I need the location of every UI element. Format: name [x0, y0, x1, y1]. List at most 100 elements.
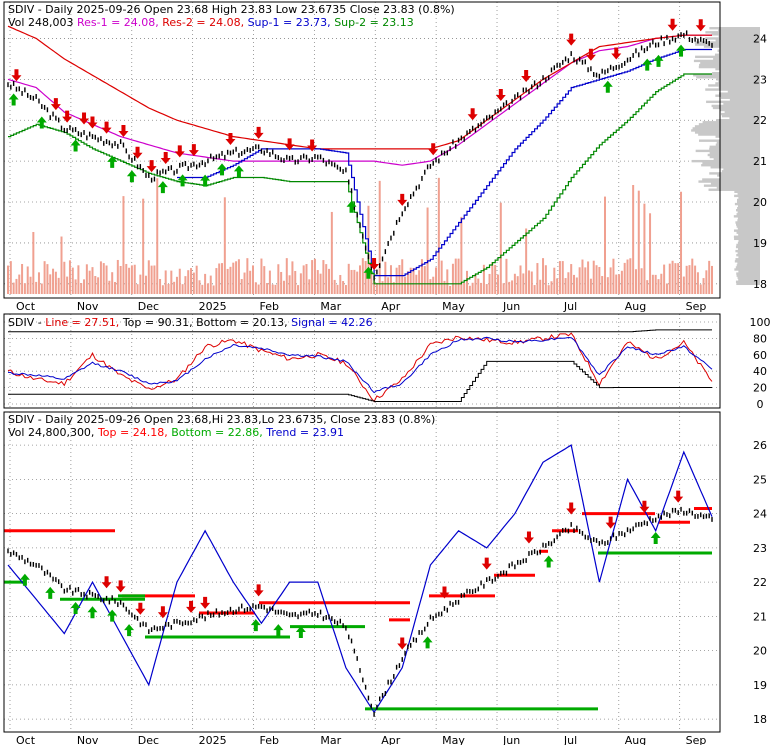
volume-bar — [237, 259, 240, 294]
stoch-axis-tick-label: 0 — [757, 398, 764, 411]
volume-profile-bar — [703, 184, 760, 187]
down-arrow-signal — [521, 69, 532, 82]
volume-bar — [251, 265, 254, 294]
volume-bar — [505, 258, 508, 294]
volume-bar — [32, 231, 35, 294]
volume-profile-bar — [735, 266, 760, 269]
volume-bar — [378, 180, 381, 294]
volume-bar — [243, 272, 246, 294]
volume-label: Vol 248,003 — [8, 16, 77, 29]
volume-bar — [389, 265, 392, 294]
volume-bar — [313, 258, 316, 294]
volume-profile-bar — [702, 178, 760, 181]
volume-bar — [640, 268, 643, 294]
volume-bar — [83, 279, 86, 294]
volume-bar — [651, 274, 654, 294]
volume-bar — [198, 280, 201, 294]
volume-profile-bar — [700, 61, 760, 65]
up-arrow-signal — [346, 200, 357, 213]
volume-bar — [353, 269, 356, 294]
volume-profile-bar — [736, 213, 760, 216]
volume-bar — [178, 268, 181, 294]
down-arrow-signal — [667, 18, 678, 31]
volume-profile-bar — [734, 237, 760, 241]
legend-entry: Sup-1 = 23.73, — [248, 16, 335, 29]
volume-bar — [370, 272, 373, 294]
up-arrow-signal — [157, 181, 168, 194]
volume-profile-bar — [721, 96, 760, 99]
month-label: May — [442, 734, 465, 745]
volume-bar — [454, 258, 457, 294]
up-arrow-signal — [70, 139, 81, 152]
volume-bar — [173, 281, 176, 294]
volume-bar — [612, 258, 615, 294]
volume-bar — [68, 260, 71, 294]
volume-bar — [105, 265, 108, 294]
volume-profile-bar — [698, 123, 760, 126]
down-arrow-signal — [115, 580, 126, 593]
volume-profile-bar — [735, 258, 760, 261]
volume-bar — [513, 273, 516, 294]
volume-profile-bar — [716, 186, 760, 189]
volume-profile-bar — [708, 188, 760, 191]
up-arrow-signal — [653, 54, 664, 67]
month-label: Mar — [320, 734, 341, 745]
volume-profile-bar — [737, 211, 760, 214]
panel-2-title: SDIV - — [8, 316, 45, 329]
up-arrow-signal — [200, 174, 211, 187]
volume-bar — [412, 267, 415, 294]
volume-profile-bar — [736, 209, 760, 212]
volume-bar — [221, 263, 224, 294]
volume-profile-bar — [709, 27, 760, 30]
volume-bar — [674, 263, 677, 294]
volume-bar — [119, 266, 122, 294]
volume-bar — [29, 276, 32, 294]
series-sup-1 — [177, 48, 712, 277]
volume-bar — [409, 267, 412, 294]
volume-bar — [308, 279, 311, 294]
legend-entry: Top = 90.31, — [122, 316, 196, 329]
month-label: May — [442, 300, 465, 313]
volume-bar — [223, 197, 226, 294]
volume-bar — [373, 280, 376, 294]
volume-bar — [99, 261, 102, 294]
down-arrow-signal — [605, 516, 616, 529]
month-label: Jul — [563, 734, 577, 745]
up-arrow-signal — [676, 44, 687, 57]
volume-bar — [226, 268, 229, 294]
volume-bar — [299, 273, 302, 294]
volume-profile-bar — [708, 84, 760, 87]
month-label: Aug — [625, 300, 646, 313]
down-arrow-signal — [639, 500, 650, 513]
price-axis-tick-label: 20 — [753, 196, 767, 209]
volume-profile-bar — [734, 260, 760, 263]
volume-bar — [71, 267, 74, 294]
volume-bar — [570, 264, 573, 294]
trend-line — [7, 444, 713, 714]
volume-profile-bar — [718, 86, 760, 89]
up-arrow-signal — [543, 555, 554, 568]
volume-bar — [43, 261, 46, 294]
volume-bar — [122, 196, 125, 294]
volume-bar — [595, 265, 598, 294]
panel-1-frame — [3, 1, 721, 299]
down-arrow-signal — [585, 48, 596, 61]
volume-bar — [342, 281, 345, 294]
volume-bar — [77, 265, 80, 294]
volume-bar — [581, 259, 584, 294]
volume-profile-bar — [717, 49, 760, 52]
volume-bar — [116, 259, 119, 294]
down-arrow-signal — [439, 586, 450, 599]
volume-bar — [663, 264, 666, 294]
volume-bar — [496, 274, 499, 294]
volume-bar — [282, 280, 285, 294]
volume-bar — [57, 277, 60, 294]
volume-bar — [159, 278, 162, 294]
month-label: Apr — [381, 734, 401, 745]
volume-bar — [347, 263, 350, 294]
volume-bar — [589, 278, 592, 294]
month-label: Feb — [260, 300, 279, 313]
volume-bar — [297, 285, 300, 294]
volume-profile-bar — [737, 241, 760, 245]
volume-profile-bar — [738, 256, 760, 259]
